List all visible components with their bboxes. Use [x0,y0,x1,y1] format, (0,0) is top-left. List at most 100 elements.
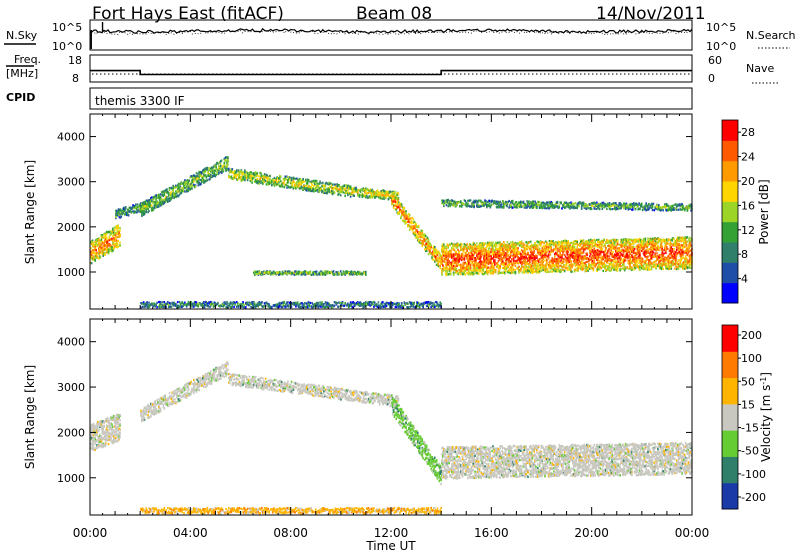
scatter-cell [237,169,240,172]
scatter-cell [561,268,563,271]
scatter-cell [446,270,449,274]
scatter-cell [548,261,551,264]
scatter-cell [333,191,336,195]
scatter-cell [102,247,104,250]
scatter-cell [454,261,457,264]
scatter-cell [317,184,320,187]
scatter-cell [482,267,484,271]
scatter-cell [496,265,499,268]
scatter-cell [449,255,451,258]
scatter-cell [483,259,485,262]
scatter-cell [481,241,484,245]
scatter-cell [398,211,400,214]
scatter-cell [154,204,157,207]
scatter-cell [447,263,449,266]
scatter-cell [98,257,100,260]
scatter-cell [562,260,564,263]
scatter-cell [563,240,565,243]
scatter-cell [600,267,603,270]
scatter-cell [117,231,119,234]
scatter-cell [393,200,396,203]
scatter-cell [443,246,446,249]
scatter-cell [545,244,547,247]
scatter-cell [466,253,468,256]
scatter-cell [198,181,200,184]
scatter-cell [473,272,475,275]
scatter-cell [172,194,174,198]
scatter-cell [543,251,545,254]
scatter-cell [551,264,553,267]
scatter-cell [193,174,195,177]
scatter-cell [392,193,395,196]
scatter-cell [494,263,496,266]
scatter-cell [554,269,557,272]
scatter-cell [595,245,597,248]
scatter-cell [569,243,571,247]
scatter-cell [468,273,470,276]
scatter-cell [441,262,443,265]
scatter-cell [458,255,460,258]
scatter-cell [145,199,148,202]
scatter-cell [277,177,279,180]
scatter-cell [513,271,516,274]
scatter-cell [424,248,426,251]
scatter-cell [371,191,373,194]
scatter-cell [126,212,128,215]
scatter-cell [517,262,519,265]
scatter-cell [480,255,483,258]
scatter-cell [556,270,559,273]
scatter-cell [253,173,255,176]
scatter-cell [133,207,135,210]
scatter-cell [93,252,96,255]
scatter-cell [244,171,246,174]
scatter-cell [503,262,506,265]
scatter-cell [204,170,207,173]
scatter-cell [281,182,284,185]
scatter-cell [527,266,529,269]
scatter-cell [116,236,119,239]
scatter-cell [381,197,383,200]
scatter-cell [563,270,566,273]
scatter-cell [485,272,487,275]
scatter-cell [448,269,450,272]
scatter-cell [98,237,100,240]
scatter-cell [378,195,381,198]
scatter-cell [100,247,103,250]
scatter-cell [500,258,502,261]
scatter-cell [529,254,532,257]
scatter-cell [461,257,464,260]
scatter-cell [520,261,522,264]
scatter-cell [441,247,443,250]
scatter-cell [539,252,542,255]
scatter-cell [620,268,622,271]
scatter-cell [321,189,323,192]
scatter-cell [357,188,360,192]
scatter-cell [425,249,427,252]
scatter-cell [450,267,452,270]
scatter-cell [297,184,300,187]
scatter-cell [109,231,112,234]
scatter-cell [556,250,559,253]
scatter-cell [553,242,555,245]
scatter-cell [404,210,406,213]
scatter-cell [561,262,563,265]
scatter-cell [571,270,573,273]
scatter-cell [366,195,368,198]
scatter-cell [571,245,573,248]
scatter-cell [459,244,461,247]
scatter-cell [443,248,445,251]
scatter-cell [462,266,465,269]
scatter-cell [408,221,411,224]
scatter-cell [94,255,96,258]
scatter-cell [576,240,578,243]
scatter-cell [408,213,410,216]
scatter-cell [492,249,494,252]
scatter-cell [444,272,447,275]
scatter-cell [107,249,110,252]
scatter-cell [413,224,415,228]
scatter-cell [486,241,489,244]
scatter-cell [322,188,325,191]
scatter-cell [367,191,370,194]
scatter-cell [494,244,496,247]
scatter-cell [498,241,501,244]
